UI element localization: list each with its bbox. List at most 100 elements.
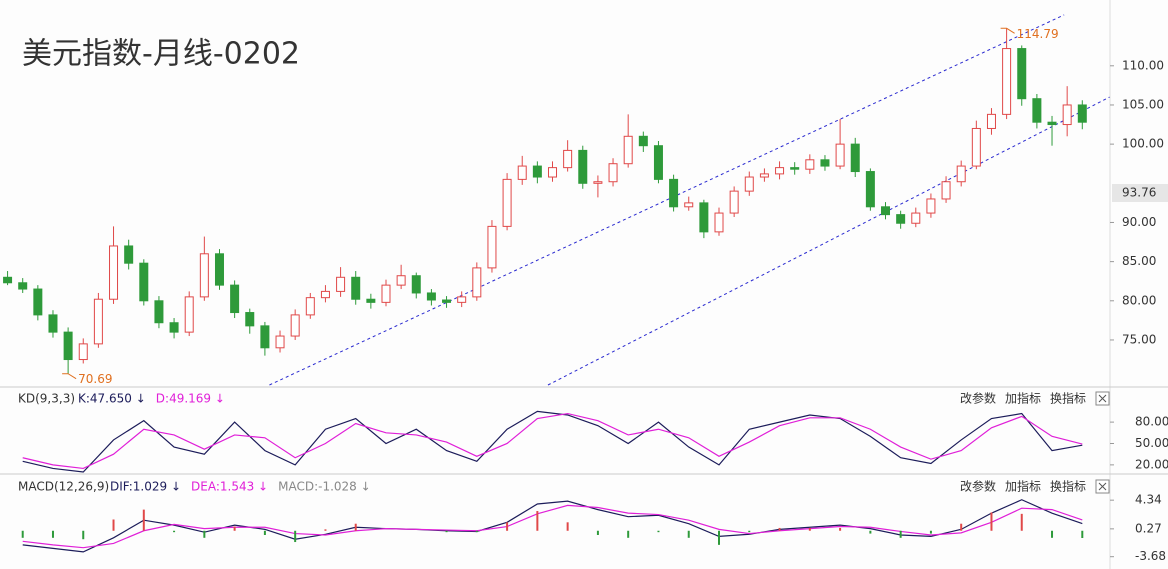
y-tick-label: 105.00 (1122, 97, 1164, 111)
candle-body (578, 149, 588, 184)
candle-body (941, 181, 951, 200)
candle-body (608, 163, 618, 183)
toolbar-button[interactable]: 改参数 (960, 479, 996, 494)
candle-body (714, 212, 724, 233)
toolbar-button[interactable]: 加指标 (1005, 391, 1041, 406)
candle-body (93, 298, 103, 345)
candle-body (230, 284, 240, 314)
legend-entry: MACD:-1.028 ↓ (278, 480, 371, 494)
candle-body (653, 145, 663, 180)
candle-body (1002, 48, 1012, 115)
candle-body (593, 181, 603, 184)
candle-body (305, 297, 315, 316)
candle-body (805, 159, 815, 170)
candle-body (926, 198, 936, 214)
candle-body (865, 171, 875, 208)
candle-body (956, 165, 966, 183)
candle-body (699, 202, 709, 233)
toolbar-button[interactable]: 换指标 (1050, 391, 1086, 406)
legend-entry: DIF:1.029 ↓ (110, 480, 181, 494)
candle-body (775, 167, 785, 175)
candle-body (487, 225, 497, 269)
candle-body (548, 167, 557, 178)
candle-body (790, 167, 800, 170)
y-tick-label: 4.34 (1135, 493, 1162, 507)
y-tick-label: 20.00 (1135, 457, 1168, 471)
candle-body (1077, 104, 1087, 123)
indicator-line (22, 410, 1083, 473)
panel-title: KD(9,3,3) (18, 392, 75, 406)
candle-body (396, 275, 406, 286)
candle-body (109, 245, 119, 300)
y-tick-label: 80.00 (1135, 415, 1168, 429)
candle-body (275, 335, 285, 349)
chart-title: 美元指数-月线-0202 (22, 37, 300, 72)
toolbar-button[interactable]: 改参数 (960, 391, 996, 406)
candle-body (896, 214, 906, 224)
candle-body (184, 296, 194, 333)
candle-body (744, 176, 754, 192)
candle-body (820, 159, 830, 167)
candle-body (442, 299, 452, 303)
legend-entry: DEA:1.543 ↓ (191, 480, 268, 494)
candle-body (623, 135, 633, 165)
annotation: 70.69 (78, 372, 112, 386)
candle-body (729, 190, 739, 214)
candle-body (971, 127, 981, 167)
candle-body (1032, 98, 1042, 123)
y-tick-label: 50.00 (1135, 436, 1168, 450)
candle-body (472, 267, 482, 298)
close-button[interactable] (1095, 479, 1110, 494)
panel-title: MACD(12,26,9) (18, 480, 109, 494)
annotation: 114.79 (1017, 27, 1059, 41)
indicator-line (22, 412, 1083, 470)
y-tick-label: 100.00 (1122, 137, 1164, 151)
candle-body (18, 282, 28, 290)
trendline (269, 14, 1065, 386)
candle-body (290, 314, 300, 337)
candle-body (457, 296, 467, 303)
candle-body (154, 300, 164, 324)
candle-body (669, 178, 679, 208)
candle-body (1062, 104, 1072, 126)
indicator-line (22, 499, 1083, 553)
candle-body (881, 206, 891, 216)
annotation-pointer (1000, 27, 1015, 34)
candle-body (214, 253, 224, 286)
candle-body (532, 165, 542, 178)
candle-body (139, 262, 149, 302)
candle-body (1047, 121, 1057, 126)
candle-body (63, 331, 73, 361)
candle-body (759, 173, 769, 178)
candle-body (517, 165, 527, 180)
y-tick-label: 80.00 (1122, 293, 1156, 307)
candle-body (351, 276, 361, 300)
candle-body (986, 113, 996, 129)
y-tick-label: -3.68 (1135, 549, 1166, 563)
candle-body (426, 292, 436, 301)
annotation-pointer (62, 373, 77, 380)
candle-body (563, 149, 573, 169)
candle-body (502, 178, 512, 227)
candle-body (260, 325, 270, 349)
candle-body (78, 343, 88, 361)
toolbar-button[interactable]: 换指标 (1050, 479, 1086, 494)
y-tick-label: 90.00 (1122, 215, 1156, 229)
candle-body (411, 275, 421, 294)
candle-body (1017, 48, 1027, 100)
candle-body (245, 312, 255, 327)
current-price-box (1112, 184, 1168, 203)
legend-entry: D:49.169 ↓ (156, 392, 225, 406)
toolbar-button[interactable]: 加指标 (1005, 479, 1041, 494)
y-tick-label: 75.00 (1122, 332, 1156, 346)
close-button[interactable] (1095, 391, 1110, 406)
candle-body (850, 143, 860, 173)
candle-body (336, 276, 346, 292)
legend-entry: K:47.650 ↓ (78, 392, 146, 406)
candle-body (33, 288, 43, 316)
y-tick-label: 0.27 (1135, 521, 1162, 535)
candle-body (911, 212, 921, 224)
y-tick-label: 85.00 (1122, 254, 1156, 268)
